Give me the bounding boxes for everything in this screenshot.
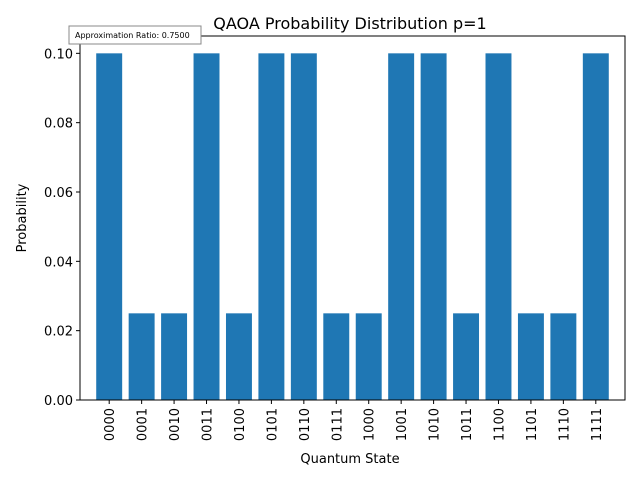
bar-0001: [128, 313, 155, 400]
bar-1011: [453, 313, 480, 400]
x-tick-label-1111: 1111: [590, 408, 605, 441]
x-tick-label-0100: 0100: [233, 408, 248, 441]
bar-1100: [485, 53, 512, 400]
annotation-box: Approximation Ratio: 0.7500: [68, 25, 202, 45]
x-axis: 0000 0001 0010 0011 0100 0101 0110 0111 1000 1001…: [103, 400, 605, 441]
bar-1101: [517, 313, 544, 400]
bars: [96, 53, 609, 400]
bar-0000: [96, 53, 123, 400]
chart-title: QAOA Probability Distribution p=1: [213, 14, 486, 33]
y-tick-label: 0.06: [44, 186, 73, 201]
bar-1010: [420, 53, 447, 400]
bar-1001: [388, 53, 415, 400]
x-tick-label-0000: 0000: [103, 408, 118, 441]
x-tick-label-1010: 1010: [428, 408, 443, 441]
bar-0110: [290, 53, 317, 400]
annotation-text: Approximation Ratio: 0.7500: [75, 31, 190, 40]
bar-1111: [582, 53, 609, 400]
bar-0111: [323, 313, 350, 400]
y-axis-label: Probability: [15, 183, 30, 252]
bar-1000: [355, 313, 382, 400]
bar-0011: [193, 53, 220, 400]
y-tick-label: 0.08: [44, 117, 73, 132]
annotation-frame: [68, 25, 202, 45]
y-axis: 0.00 0.02 0.04 0.06 0.08 0.10: [44, 47, 80, 409]
y-tick-label: 0.00: [44, 394, 73, 409]
y-tick-label: 0.10: [44, 47, 73, 62]
bar-1110: [550, 313, 577, 400]
x-axis-label: Quantum State: [300, 452, 399, 467]
bar-0101: [258, 53, 285, 400]
bar-0010: [161, 313, 188, 400]
x-tick-label-0101: 0101: [265, 408, 280, 441]
x-tick-label-0111: 0111: [330, 408, 345, 441]
x-tick-label-0001: 0001: [136, 408, 151, 441]
x-tick-label-1000: 1000: [363, 408, 378, 441]
x-tick-label-1001: 1001: [395, 408, 410, 441]
x-tick-label-1101: 1101: [525, 408, 540, 441]
x-tick-label-0011: 0011: [201, 408, 216, 441]
x-tick-label-1110: 1110: [557, 408, 572, 441]
bar-0100: [225, 313, 252, 400]
x-tick-label-0110: 0110: [298, 408, 313, 441]
plot-frame: [79, 35, 626, 401]
y-tick-label: 0.02: [44, 325, 73, 340]
x-tick-label-1100: 1100: [492, 408, 507, 441]
x-tick-label-0010: 0010: [168, 408, 183, 441]
y-tick-label: 0.04: [44, 255, 73, 270]
x-tick-label-1011: 1011: [460, 408, 475, 441]
